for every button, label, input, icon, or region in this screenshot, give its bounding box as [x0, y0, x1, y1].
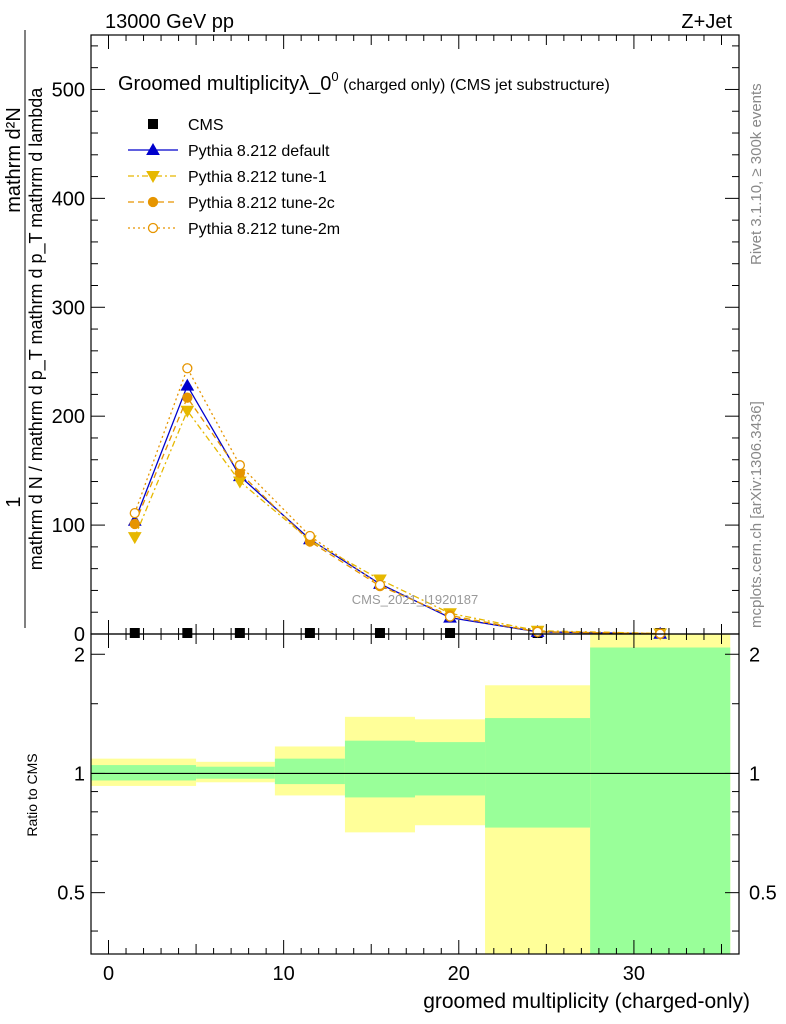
pythia-8-212-tune-2m-point — [444, 611, 456, 622]
ratio-frame — [90, 633, 740, 955]
main-ylabel: 1 mathrm d²N mathrm d N / mathrm d p_T m… — [3, 30, 47, 628]
main-ytick-label: 100 — [52, 515, 85, 537]
pythia-8-212-default-point — [180, 378, 195, 391]
pythia-8-212-tune-2m-point — [532, 626, 543, 637]
ratio-xtick-label: 10 — [273, 963, 295, 985]
cms-point — [129, 628, 140, 638]
ratio-ytick-label-right: 1 — [749, 763, 760, 785]
ratio-band-green-0 — [91, 765, 197, 781]
ratio-xlabel: groomed multiplicity (charged-only) — [423, 990, 750, 1013]
legend-marker-pythia-8-212-tune-1 — [146, 171, 160, 184]
main-ytick-label: 300 — [52, 297, 85, 319]
cms-point — [234, 628, 245, 638]
legend-marker-pythia-8-212-default — [146, 142, 160, 155]
legend: CMS Pythia 8.212 default Pythia 8.212 tune… — [128, 117, 340, 238]
ratio-band-green-2 — [274, 758, 345, 785]
pythia-8-212-tune-1-point — [233, 476, 247, 489]
analysis-watermark: CMS_2021_I1920187 — [352, 592, 479, 607]
ratio-band-green-1 — [196, 766, 275, 779]
legend-label-cms: CMS — [188, 117, 224, 134]
pythia-8-212-tune-1-point — [127, 532, 142, 545]
legend-marker-cms — [148, 119, 158, 129]
pythia-8-212-tune-1-line — [134, 409, 661, 635]
ratio-xtick-label: 0 — [103, 963, 114, 985]
main-marks — [127, 363, 668, 641]
process-label: Z+Jet — [681, 11, 732, 33]
mcplots-label: mcplots.cern.ch [arXiv:1306.3436] — [748, 401, 765, 628]
cms-point — [182, 628, 193, 638]
main-ytick-label: 200 — [52, 406, 85, 428]
pythia-8-212-tune-2m-line — [134, 366, 661, 635]
ylabel-one: 1 — [3, 496, 25, 507]
ratio-band-green-3 — [344, 740, 415, 798]
pythia-8-212-tune-1-point — [180, 405, 195, 418]
pythia-8-212-tune-2m-point — [304, 530, 316, 542]
legend-marker-pythia-8-212-tune-2c — [147, 196, 159, 208]
pythia-8-212-tune-2c-point — [182, 392, 193, 403]
main-ytick-label: 500 — [52, 79, 85, 101]
cms-point — [374, 628, 385, 638]
cms-point — [445, 628, 456, 638]
ratio-band-green-6 — [590, 647, 731, 954]
ratio-band-green-5 — [485, 718, 591, 828]
pythia-8-212-tune-2c-point — [129, 518, 140, 530]
pythia-8-212-tune-2m-point — [374, 579, 386, 591]
ratio-xtick-label: 20 — [448, 963, 470, 985]
energy-label: 13000 GeV pp — [105, 11, 234, 33]
plot-title-sup: 0 — [331, 69, 338, 84]
pythia-8-212-tune-2m-point — [129, 507, 140, 519]
pythia-8-212-tune-2m-point — [234, 460, 246, 471]
axes: 0 100 200 300 400 500 0 10 20 30 0.5 0.5 1 1 2 2 — [52, 35, 777, 985]
legend-label-pythia-8-212-default: Pythia 8.212 default — [188, 143, 330, 160]
legend-marker-pythia-8-212-tune-2m — [147, 222, 159, 234]
legend-label-pythia-8-212-tune-2c: Pythia 8.212 tune-2c — [188, 195, 335, 212]
ylabel-numerator: mathrm d²N — [3, 107, 25, 213]
rivet-label: Rivet 3.1.10, ≥ 300k events — [748, 83, 765, 265]
cms-point — [304, 628, 315, 638]
main-ytick-label: 0 — [74, 624, 85, 646]
ratio-ytick-label-left: 1 — [74, 763, 85, 785]
plot-title-suffix: (charged only) (CMS jet substructure) — [339, 77, 610, 94]
ratio-ytick-label-left: 0.5 — [57, 883, 85, 905]
plot-title-main: Groomed multiplicityλ_0 — [118, 73, 331, 95]
legend-label-pythia-8-212-tune-2m: Pythia 8.212 tune-2m — [188, 221, 340, 238]
legend-label-pythia-8-212-tune-1: Pythia 8.212 tune-1 — [188, 169, 327, 186]
ratio-xtick-label: 30 — [623, 963, 645, 985]
ratio-ytick-label-left: 2 — [74, 644, 85, 666]
pythia-8-212-tune-2m-point — [182, 363, 193, 374]
ratio-ytick-label-right: 2 — [749, 644, 760, 666]
main-ytick-label: 400 — [52, 188, 85, 210]
ratio-ytick-label-right: 0.5 — [749, 883, 777, 905]
pythia-8-212-tune-2c-line — [134, 396, 661, 635]
ratio-band-green-4 — [415, 742, 486, 796]
ylabel-denominator: mathrm d N / mathrm d p_T mathrm d p_T m… — [26, 87, 47, 570]
ratio-ylabel: Ratio to CMS — [24, 753, 40, 836]
ratio-bands — [91, 634, 739, 954]
plot-title: Groomed multiplicityλ_00 (charged only) … — [118, 69, 610, 95]
